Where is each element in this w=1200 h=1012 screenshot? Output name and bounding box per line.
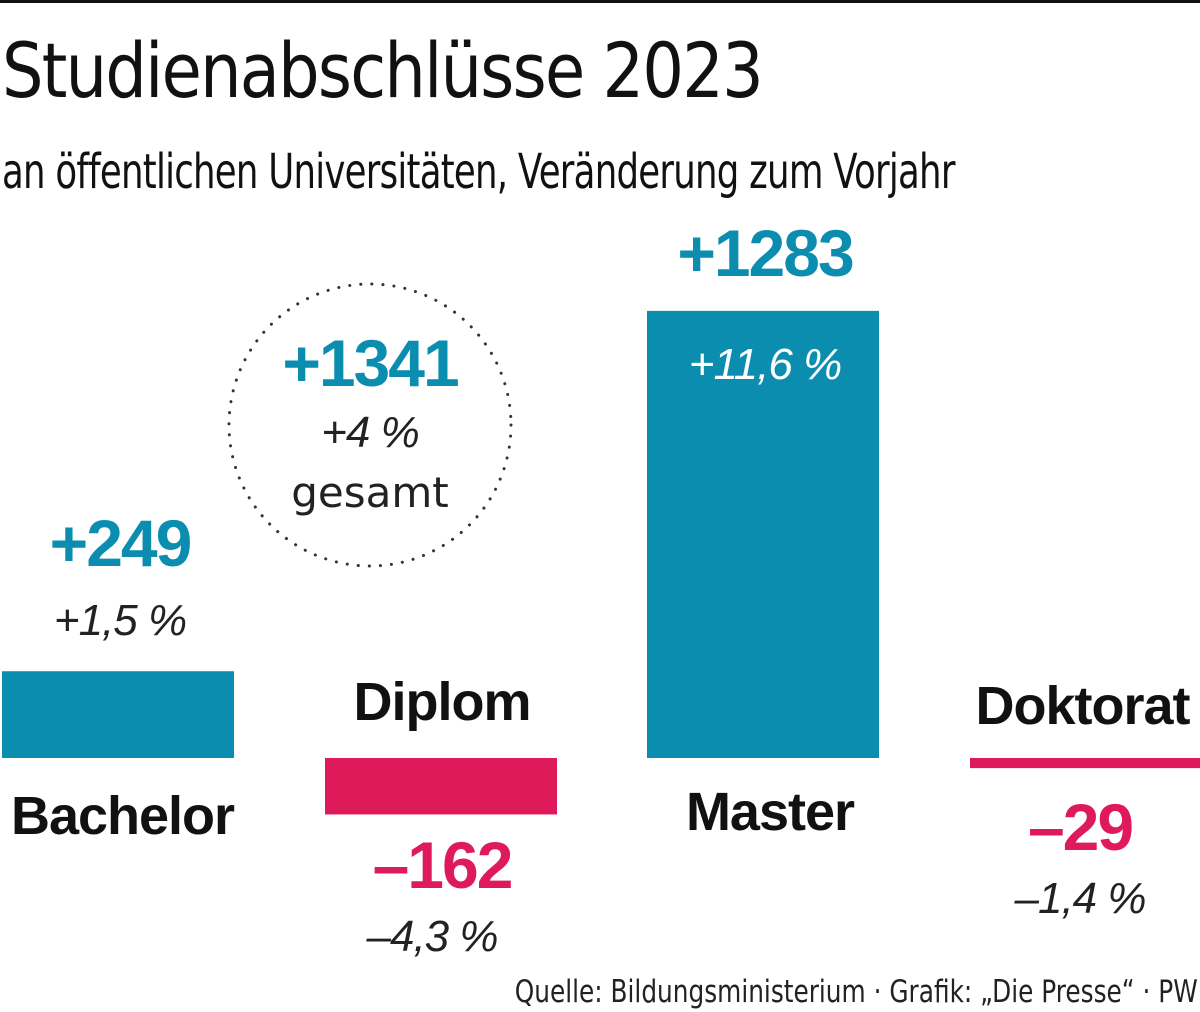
bachelor-value-label: +249 [49,506,193,580]
bar-doktorat [970,758,1200,769]
chart-title: Studienabschlüsse 2023 [2,26,764,115]
diplom-value-label: –162 [372,828,514,902]
bachelor-category-label: Bachelor [10,786,235,846]
total-caption: gesamt [291,468,449,517]
bachelor-percent-label: +1,5 % [53,596,187,645]
bar-master [647,310,879,758]
doktorat-percent-label: –1,4 % [1014,874,1147,923]
chart-subtitle: an öffentlichen Universitäten, Veränderu… [2,144,955,200]
diplom-percent-label: –4,3 % [366,912,499,961]
master-category-label: Master [685,782,855,842]
top-rule [0,0,1200,3]
total-percent-label: +4 % [321,408,420,457]
diplom-category-label: Diplom [353,672,532,732]
doktorat-value-label: –29 [1027,790,1134,864]
total-value-label: +1341 [282,326,459,400]
master-percent-label: +11,6 % [688,340,842,389]
bar-diplom [325,758,557,815]
doktorat-category-label: Doktorat [975,676,1190,736]
master-value-label: +1283 [677,216,854,290]
source-credit: Quelle: Bildungsministerium · Grafik: „D… [514,974,1198,1010]
bar-bachelor [2,671,234,758]
total-dotted-circle [227,282,513,568]
